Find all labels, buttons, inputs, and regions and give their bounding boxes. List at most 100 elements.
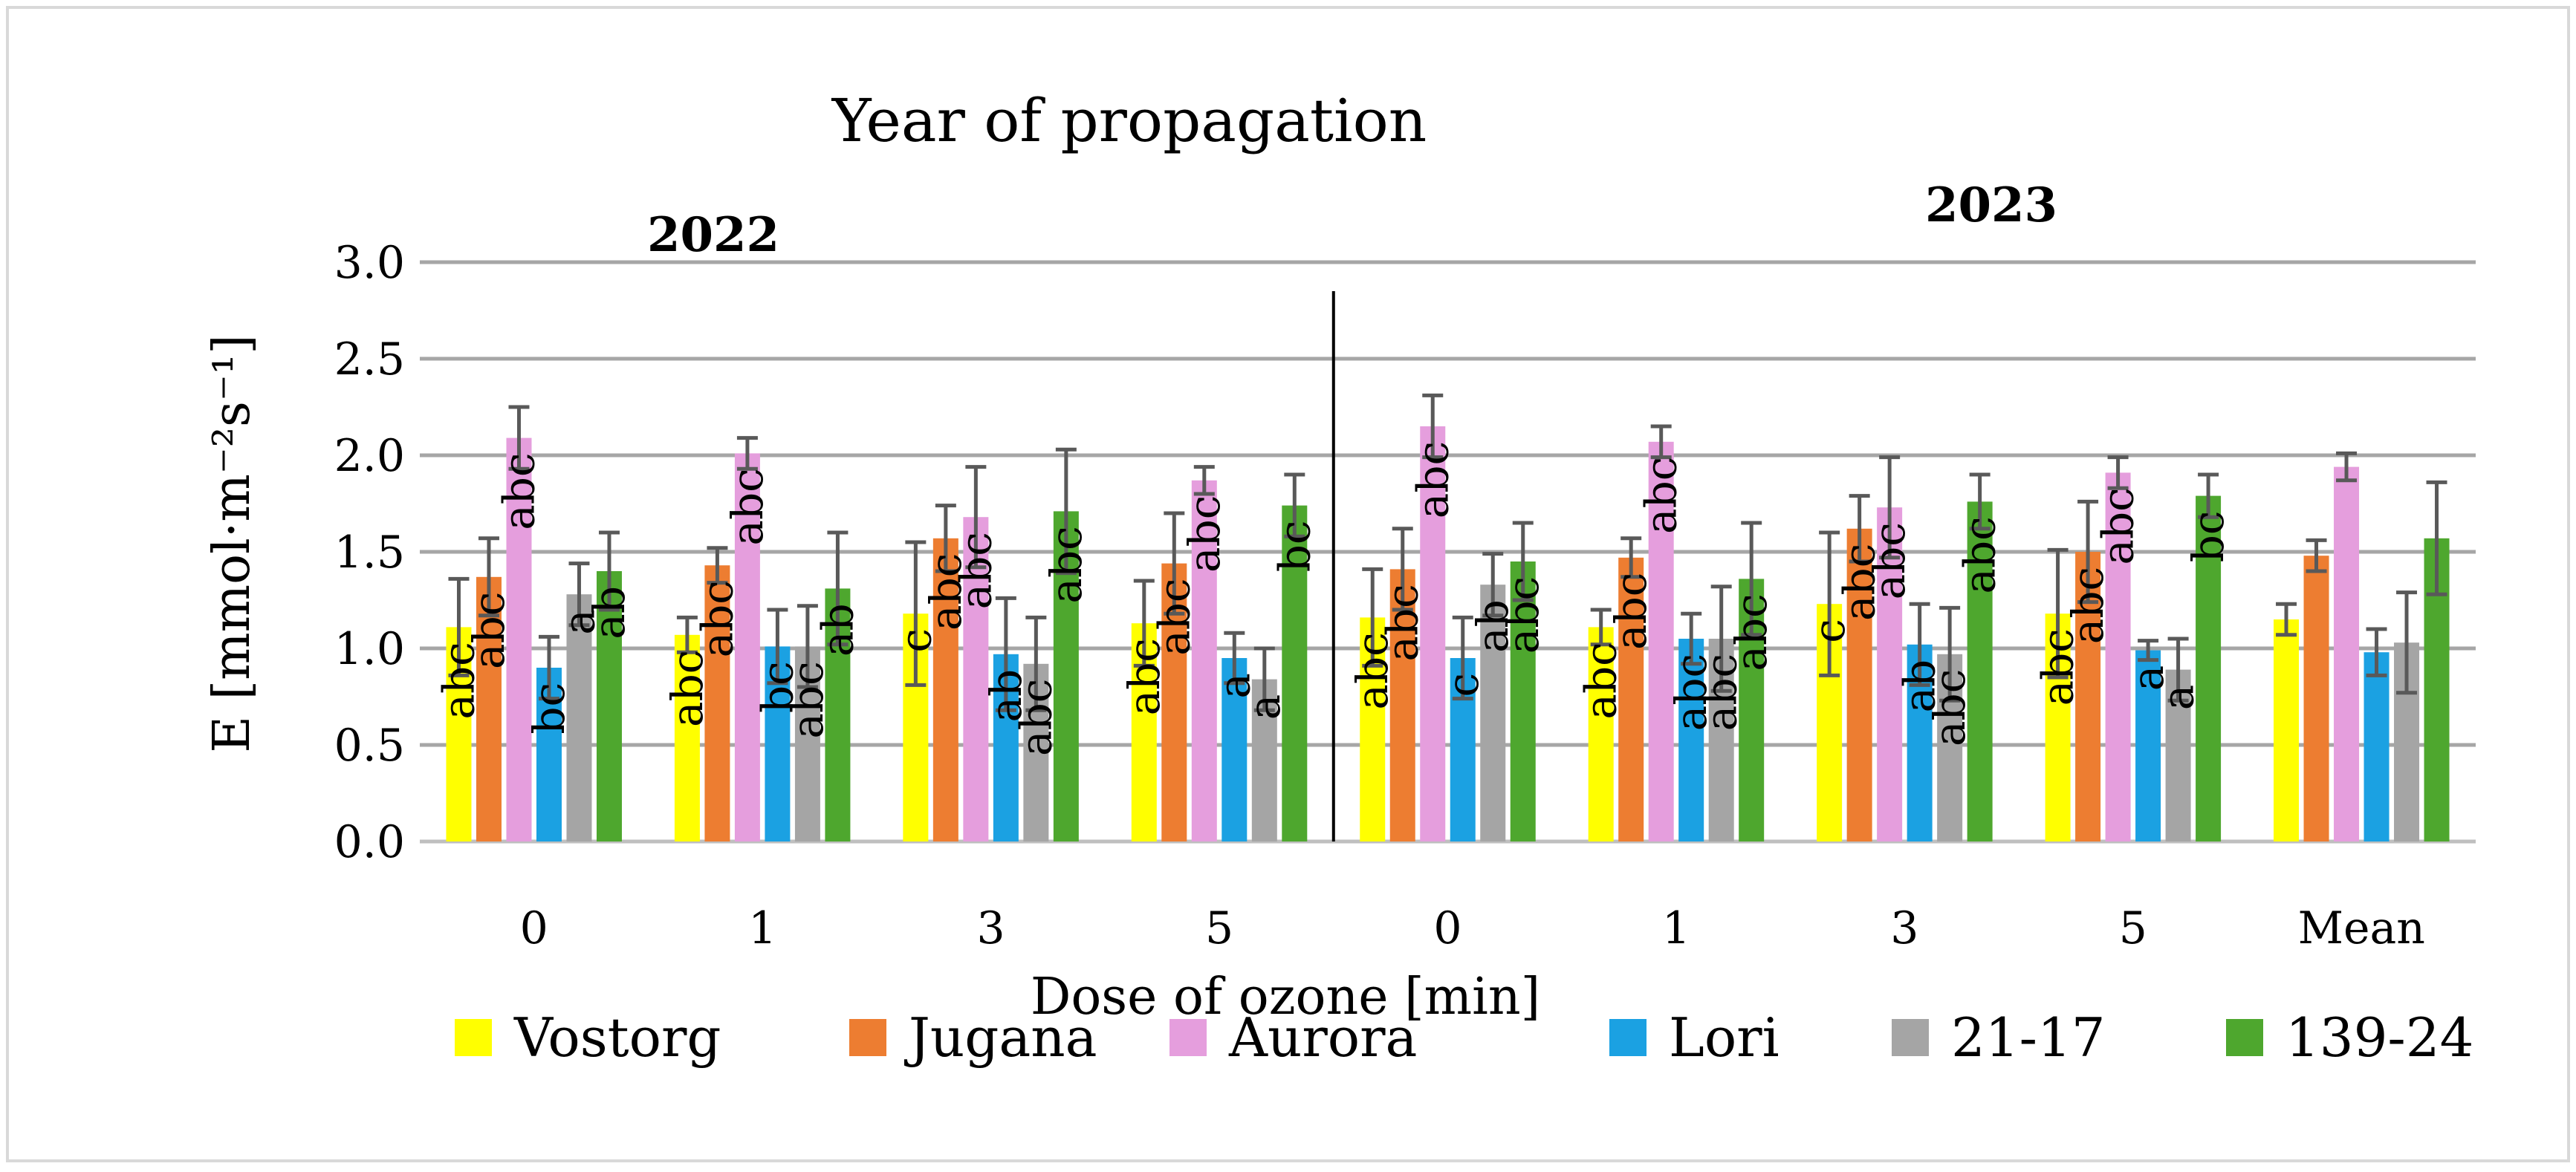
legend-swatch [455,1019,492,1056]
bar [1967,501,1993,841]
significance-label: ab [981,669,1031,723]
bar [1420,426,1446,841]
significance-label: abc [1149,579,1199,656]
significance-label: abc [662,650,713,727]
bar [596,571,622,841]
legend-swatch [849,1019,886,1056]
legend-swatch [1609,1019,1647,1056]
bar [506,437,532,841]
significance-label: abc [782,661,833,738]
significance-label: abc [692,580,742,657]
legend-label: Jugana [903,1006,1097,1069]
significance-label: abc [1119,638,1169,715]
bar [1510,561,1536,841]
bar [1222,658,1248,841]
legend-swatch [1892,1019,1929,1056]
x-tick-label: 5 [2119,902,2147,954]
bar [566,594,592,841]
significance-label: abc [1864,522,1915,599]
x-tick-label: 1 [748,902,776,954]
y-tick-label: 0.5 [334,720,405,772]
legend-label: Vostorg [513,1006,721,1069]
bar [1389,569,1415,841]
chart-title: Year of propagation [831,86,1427,155]
bar [734,453,760,841]
significance-label: bc [752,661,802,713]
bar [2364,652,2390,841]
y-tick-label: 1.0 [334,623,405,675]
significance-label: c [1438,673,1488,697]
significance-label: bc [1269,521,1320,573]
bar [1191,480,1217,841]
x-tick-label: 3 [1890,902,1918,954]
y-tick-label: 0.0 [334,816,405,868]
bar [1846,528,1872,841]
bar [1678,639,1704,841]
legend-label: 21-17 [1951,1006,2106,1069]
bar [2334,466,2360,841]
bar [2303,556,2329,841]
x-tick-label: 3 [977,902,1005,954]
year-label-2022: 2022 [647,207,779,263]
significance-label: a [2153,685,2204,711]
bar [963,517,989,841]
y-axis-title: E [mmol·m⁻²s⁻¹] [203,334,262,752]
significance-label: abc [493,453,544,530]
bar [1588,627,1614,841]
significance-label: abc [433,642,484,719]
significance-label: abc [2093,487,2144,564]
significance-label: abc [1498,576,1548,654]
bar [1480,585,1506,841]
x-tick-label: Mean [2298,902,2425,954]
legend-label: Lori [1669,1006,1779,1069]
significance-label: abc [1924,669,1975,746]
x-axis-title: Dose of ozone [min] [1031,968,1540,1026]
significance-label: ab [812,603,863,657]
legend-swatch [1169,1019,1207,1056]
bar [1877,507,1903,841]
y-tick-label: 2.5 [334,333,405,385]
significance-label: ab [1467,599,1518,653]
legend-swatch [2226,1019,2263,1056]
significance-label: a [1239,694,1290,720]
significance-label: abc [1378,584,1428,661]
x-tick-label: 1 [1662,902,1690,954]
significance-label: abc [1666,654,1716,731]
significance-label: c [890,628,941,652]
bar [476,576,502,841]
y-tick-label: 1.5 [334,527,405,579]
significance-label: abc [464,592,514,669]
legend-label: 139-24 [2285,1006,2473,1069]
significance-label: abc [921,553,971,631]
significance-label: abc [2063,567,2113,644]
x-tick-label: 0 [520,902,548,954]
error-bars [448,393,2447,712]
axes: 0.0 0.5 1.0 1.5 2.0 2.5 3.0 0 1 3 5 0 1 3 5 Mean [334,237,2425,954]
bar [1282,505,1308,841]
significance-label: c [1804,619,1855,642]
legend-label: Aurora [1228,1006,1417,1069]
significance-label: a [2123,665,2173,691]
bar [1648,441,1674,841]
year-label-2023: 2023 [1925,178,2057,233]
significance-label: a [1209,673,1259,699]
legend: Vostorg Jugana Aurora Lori 21-17 139-24 [455,1006,2473,1069]
x-tick-label: 0 [1433,902,1461,954]
significance-label: abc [1179,495,1230,573]
significance-label: abc [1726,593,1777,671]
bar [704,565,730,841]
significance-label: abc [1606,573,1656,650]
significance-label: ab [1895,660,1945,713]
gridlines [420,260,2476,844]
bar [674,634,700,841]
significance-label: abc [950,532,1001,609]
bar [2274,619,2300,841]
significance-label: abc [1576,642,1626,719]
significance-label: abc [1955,516,2005,593]
significance-label: abc [1347,632,1398,709]
significance-label: abc [1636,457,1687,534]
y-tick-label: 3.0 [334,237,405,289]
